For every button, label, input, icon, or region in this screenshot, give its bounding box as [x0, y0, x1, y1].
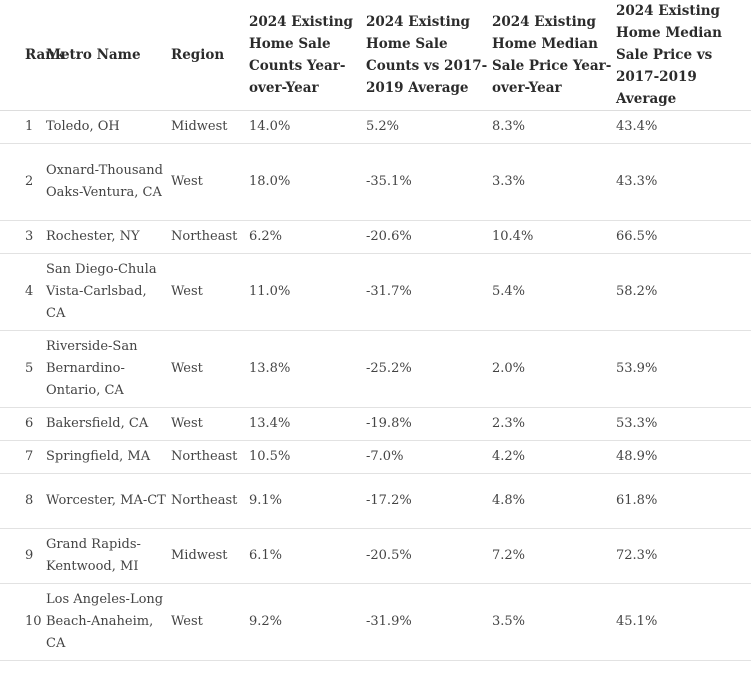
metro-rankings-table: Rank Metro Name Region 2024 Existing Hom… — [0, 0, 751, 661]
price-vs-cell: 53.9% — [616, 330, 751, 408]
rank-cell: 4 — [0, 253, 46, 331]
price-yoy-cell: 3.3% — [492, 143, 616, 221]
counts-yoy-cell: 18.0% — [249, 143, 366, 221]
rank-cell: 5 — [0, 330, 46, 408]
counts-yoy-cell: 13.8% — [249, 330, 366, 408]
price-yoy-cell: 10.4% — [492, 220, 616, 254]
price-yoy-cell: 2.0% — [492, 330, 616, 408]
region-cell: Northeast — [171, 440, 249, 474]
rank-cell: 2 — [0, 143, 46, 221]
price-yoy-cell: 7.2% — [492, 528, 616, 584]
metro-cell: Bakersfield, CA — [46, 407, 171, 441]
rank-cell: 9 — [0, 528, 46, 584]
counts-vs-cell: -19.8% — [366, 407, 492, 441]
metro-cell: Riverside-San Bernardino-Ontario, CA — [46, 330, 171, 408]
price-vs-cell: 61.8% — [616, 473, 751, 529]
metro-cell: Oxnard-Thousand Oaks-Ventura, CA — [46, 143, 171, 221]
rank-cell: 8 — [0, 473, 46, 529]
price-vs-cell: 66.5% — [616, 220, 751, 254]
table-row: 7 Springfield, MA Northeast 10.5% -7.0% … — [0, 440, 751, 474]
region-cell: West — [171, 253, 249, 331]
counts-yoy-cell: 9.2% — [249, 583, 366, 661]
price-vs-cell: 43.3% — [616, 143, 751, 221]
price-yoy-cell: 5.4% — [492, 253, 616, 331]
table-row: 2 Oxnard-Thousand Oaks-Ventura, CA West … — [0, 143, 751, 221]
counts-yoy-cell: 9.1% — [249, 473, 366, 529]
price-yoy-cell: 8.3% — [492, 110, 616, 144]
header-metro-name: Metro Name — [46, 0, 171, 111]
price-vs-cell: 43.4% — [616, 110, 751, 144]
region-cell: Northeast — [171, 220, 249, 254]
price-vs-cell: 53.3% — [616, 407, 751, 441]
counts-yoy-cell: 13.4% — [249, 407, 366, 441]
counts-yoy-cell: 10.5% — [249, 440, 366, 474]
counts-yoy-cell: 6.1% — [249, 528, 366, 584]
counts-vs-cell: -20.5% — [366, 528, 492, 584]
price-yoy-cell: 2.3% — [492, 407, 616, 441]
metro-cell: Toledo, OH — [46, 110, 171, 144]
table-row: 4 San Diego-Chula Vista-Carlsbad, CA Wes… — [0, 253, 751, 331]
rank-cell: 7 — [0, 440, 46, 474]
region-cell: West — [171, 330, 249, 408]
header-sale-counts-yoy: 2024 Existing Home Sale Counts Year-over… — [249, 0, 366, 111]
metro-cell: San Diego-Chula Vista-Carlsbad, CA — [46, 253, 171, 331]
header-rank: Rank — [0, 0, 64, 111]
counts-vs-cell: 5.2% — [366, 110, 492, 144]
region-cell: West — [171, 583, 249, 661]
table-row: 6 Bakersfield, CA West 13.4% -19.8% 2.3%… — [0, 407, 751, 441]
table-row: 9 Grand Rapids-Kentwood, MI Midwest 6.1%… — [0, 528, 751, 584]
price-yoy-cell: 4.2% — [492, 440, 616, 474]
metro-cell: Grand Rapids-Kentwood, MI — [46, 528, 171, 584]
counts-vs-cell: -35.1% — [366, 143, 492, 221]
region-cell: Midwest — [171, 528, 249, 584]
price-yoy-cell: 3.5% — [492, 583, 616, 661]
table-row: 3 Rochester, NY Northeast 6.2% -20.6% 10… — [0, 220, 751, 254]
metro-cell: Worcester, MA-CT — [46, 473, 171, 529]
price-yoy-cell: 4.8% — [492, 473, 616, 529]
metro-cell: Springfield, MA — [46, 440, 171, 474]
metro-cell: Rochester, NY — [46, 220, 171, 254]
counts-yoy-cell: 11.0% — [249, 253, 366, 331]
counts-yoy-cell: 14.0% — [249, 110, 366, 144]
price-vs-cell: 45.1% — [616, 583, 751, 661]
counts-yoy-cell: 6.2% — [249, 220, 366, 254]
region-cell: West — [171, 407, 249, 441]
metro-cell: Los Angeles-Long Beach-Anaheim, CA — [46, 583, 171, 661]
region-cell: Northeast — [171, 473, 249, 529]
header-row: Rank Metro Name Region 2024 Existing Hom… — [0, 0, 751, 111]
price-vs-cell: 72.3% — [616, 528, 751, 584]
rank-cell: 1 — [0, 110, 46, 144]
rank-cell: 3 — [0, 220, 46, 254]
header-median-price-yoy: 2024 Existing Home Median Sale Price Yea… — [492, 0, 616, 111]
counts-vs-cell: -17.2% — [366, 473, 492, 529]
counts-vs-cell: -25.2% — [366, 330, 492, 408]
header-sale-counts-vs-average: 2024 Existing Home Sale Counts vs 2017-2… — [366, 0, 492, 111]
rank-cell: 10 — [0, 583, 46, 661]
table-row: 10 Los Angeles-Long Beach-Anaheim, CA We… — [0, 583, 751, 661]
counts-vs-cell: -7.0% — [366, 440, 492, 474]
table-row: 8 Worcester, MA-CT Northeast 9.1% -17.2%… — [0, 473, 751, 529]
header-region: Region — [171, 0, 249, 111]
price-vs-cell: 48.9% — [616, 440, 751, 474]
header-median-price-vs-average: 2024 Existing Home Median Sale Price vs … — [616, 0, 751, 111]
rank-cell: 6 — [0, 407, 46, 441]
region-cell: Midwest — [171, 110, 249, 144]
table-row: 1 Toledo, OH Midwest 14.0% 5.2% 8.3% 43.… — [0, 110, 751, 144]
price-vs-cell: 58.2% — [616, 253, 751, 331]
counts-vs-cell: -31.7% — [366, 253, 492, 331]
counts-vs-cell: -20.6% — [366, 220, 492, 254]
table-row: 5 Riverside-San Bernardino-Ontario, CA W… — [0, 330, 751, 408]
region-cell: West — [171, 143, 249, 221]
counts-vs-cell: -31.9% — [366, 583, 492, 661]
